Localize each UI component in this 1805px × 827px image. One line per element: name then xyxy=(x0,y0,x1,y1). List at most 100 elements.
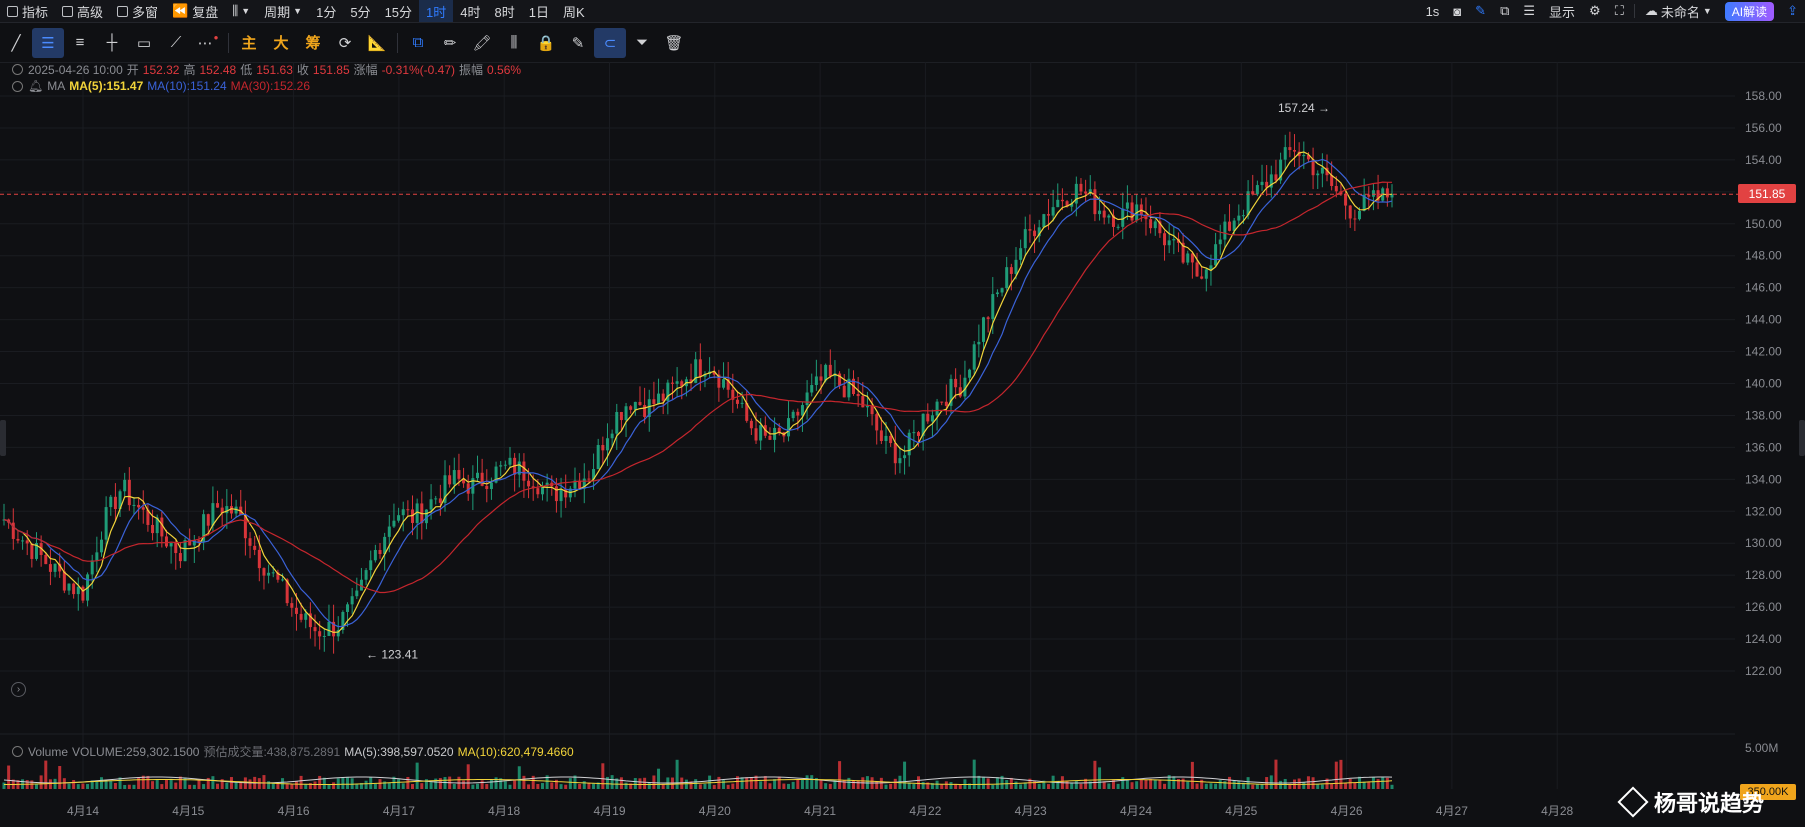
volume-bar xyxy=(968,783,972,789)
display-button[interactable]: 显示 xyxy=(1549,4,1576,20)
volume-bar xyxy=(174,782,178,789)
filter-tool[interactable]: ⏷ xyxy=(626,28,658,58)
horizontal-ray-tool[interactable]: ☰ xyxy=(32,27,64,58)
note-tool[interactable]: ✎ xyxy=(562,28,594,58)
advanced-button[interactable]: 高级 xyxy=(55,0,110,22)
interval-15m[interactable]: 15分 xyxy=(384,4,413,20)
cycle-tool[interactable]: ⟳ xyxy=(329,28,361,58)
collapse-icon[interactable] xyxy=(12,64,23,75)
candle-body xyxy=(1232,220,1236,231)
candle-body xyxy=(1023,229,1027,249)
main-force-tool[interactable]: 主 xyxy=(241,35,257,52)
volume-bar xyxy=(991,784,995,789)
ruler-tool[interactable]: 📐 xyxy=(361,28,393,58)
date-label: 4月23 xyxy=(1015,804,1047,818)
trend-line-tool[interactable]: ╱ xyxy=(0,28,32,58)
popout-button[interactable]: ⧉ xyxy=(1493,0,1516,22)
candle-body xyxy=(722,379,726,388)
candle-body xyxy=(462,478,466,484)
interval-1w[interactable]: 周K xyxy=(562,4,585,20)
candle-body xyxy=(605,438,609,451)
candle-body xyxy=(1046,214,1050,216)
interval-1d[interactable]: 1日 xyxy=(528,4,549,20)
candle-body xyxy=(392,520,396,527)
candle-body xyxy=(1084,191,1088,194)
left-panel-handle[interactable] xyxy=(0,420,6,456)
fib-tool[interactable]: ⟋ xyxy=(160,28,192,58)
layout-dropdown[interactable]: ☁ 未命名 ▼ xyxy=(1644,3,1712,20)
copy-tool[interactable]: ⧉ xyxy=(402,28,434,58)
rectangle-tool[interactable]: ▭ xyxy=(128,28,160,58)
notification-dot-icon: ● xyxy=(213,33,219,42)
indicators-button[interactable]: 指标 xyxy=(0,0,55,22)
chart-type-dropdown[interactable]: ⫼ ▼ xyxy=(225,0,257,22)
magnet-tool[interactable]: ⊂ xyxy=(594,27,626,58)
volume-bar xyxy=(1334,761,1338,789)
chips-tool[interactable]: 筹 xyxy=(305,35,321,52)
volume-bar xyxy=(1283,778,1287,789)
right-panel-handle[interactable] xyxy=(1799,420,1805,456)
volume-bar xyxy=(67,783,71,789)
volume-bar xyxy=(1390,784,1394,789)
volume-bar xyxy=(452,784,456,789)
volume-bar xyxy=(889,783,893,789)
volume-bar xyxy=(318,775,322,789)
interval-8h[interactable]: 8时 xyxy=(494,4,515,20)
candle-body xyxy=(958,387,962,397)
highlighter-tool[interactable]: 🖍 xyxy=(466,28,498,58)
volume-bar xyxy=(740,777,744,789)
replay-button[interactable]: ⏪ 复盘 xyxy=(172,3,219,20)
volume-bar xyxy=(903,761,907,789)
candlestick-chart[interactable]: 158.00156.00154.00152.00150.00148.00146.… xyxy=(0,62,1805,827)
fullscreen-button[interactable]: ⛶ xyxy=(1608,0,1631,22)
candle-body xyxy=(824,364,828,381)
date-label: 4月27 xyxy=(1436,804,1468,818)
collapse-icon[interactable] xyxy=(12,746,23,757)
measure-tool[interactable]: ⫼ xyxy=(498,28,530,58)
interval-5m[interactable]: 5分 xyxy=(350,4,371,20)
candle-body xyxy=(703,374,707,377)
share-button[interactable]: ⇪ xyxy=(1780,0,1805,22)
candle-body xyxy=(889,435,893,444)
candle-body xyxy=(285,579,289,604)
interval-1m[interactable]: 1分 xyxy=(316,4,337,20)
candle-body xyxy=(174,542,178,554)
interval-4h[interactable]: 4时 xyxy=(460,4,481,20)
period-dropdown[interactable]: 周期 ▼ xyxy=(264,4,303,20)
fib-icon: ⟋ xyxy=(170,34,182,51)
brush-tool[interactable]: ✏ xyxy=(434,28,466,58)
candle-body xyxy=(1060,199,1064,202)
interval-1h[interactable]: 1时 xyxy=(419,0,454,22)
expand-icon[interactable]: › xyxy=(11,682,26,697)
lock-tool[interactable]: 🔒 xyxy=(530,28,562,58)
volume-bar xyxy=(749,777,753,789)
candle-body xyxy=(99,539,103,553)
ai-interpret-button[interactable]: AI解读 xyxy=(1724,1,1775,21)
candle-body xyxy=(397,515,401,521)
multi-window-button[interactable]: 多窗 xyxy=(110,0,165,22)
parallel-lines-icon: ☰ xyxy=(41,34,55,52)
candle-body xyxy=(944,401,948,406)
volume-bar xyxy=(151,781,155,789)
refresh-interval[interactable]: 1s xyxy=(1425,3,1440,19)
volume-bar xyxy=(220,779,224,789)
volume-bar xyxy=(471,784,475,789)
volume-bar xyxy=(1102,781,1106,789)
candle-body xyxy=(364,570,368,580)
candle-body xyxy=(327,621,331,636)
parallel-channel-tool[interactable]: ≡ xyxy=(64,28,96,58)
list-button[interactable]: ☰ xyxy=(1516,0,1542,22)
delete-tool[interactable]: 🗑 xyxy=(658,28,690,58)
candle-body xyxy=(935,401,939,416)
settings-button[interactable]: ⚙ xyxy=(1582,0,1608,22)
camera-button[interactable]: ◙ xyxy=(1446,0,1468,22)
horizontal-line-tool[interactable]: ┼ xyxy=(96,28,128,58)
bell-icon[interactable]: 🔔︎ xyxy=(28,79,44,93)
collapse-icon[interactable] xyxy=(12,80,23,92)
candle-body xyxy=(1334,185,1338,192)
more-tools[interactable]: ⋯ ● xyxy=(192,28,224,58)
volume-bar xyxy=(383,781,387,789)
candle-body xyxy=(132,504,136,506)
big-order-tool[interactable]: 大 xyxy=(273,35,289,52)
edit-button[interactable]: ✎ xyxy=(1468,0,1493,22)
